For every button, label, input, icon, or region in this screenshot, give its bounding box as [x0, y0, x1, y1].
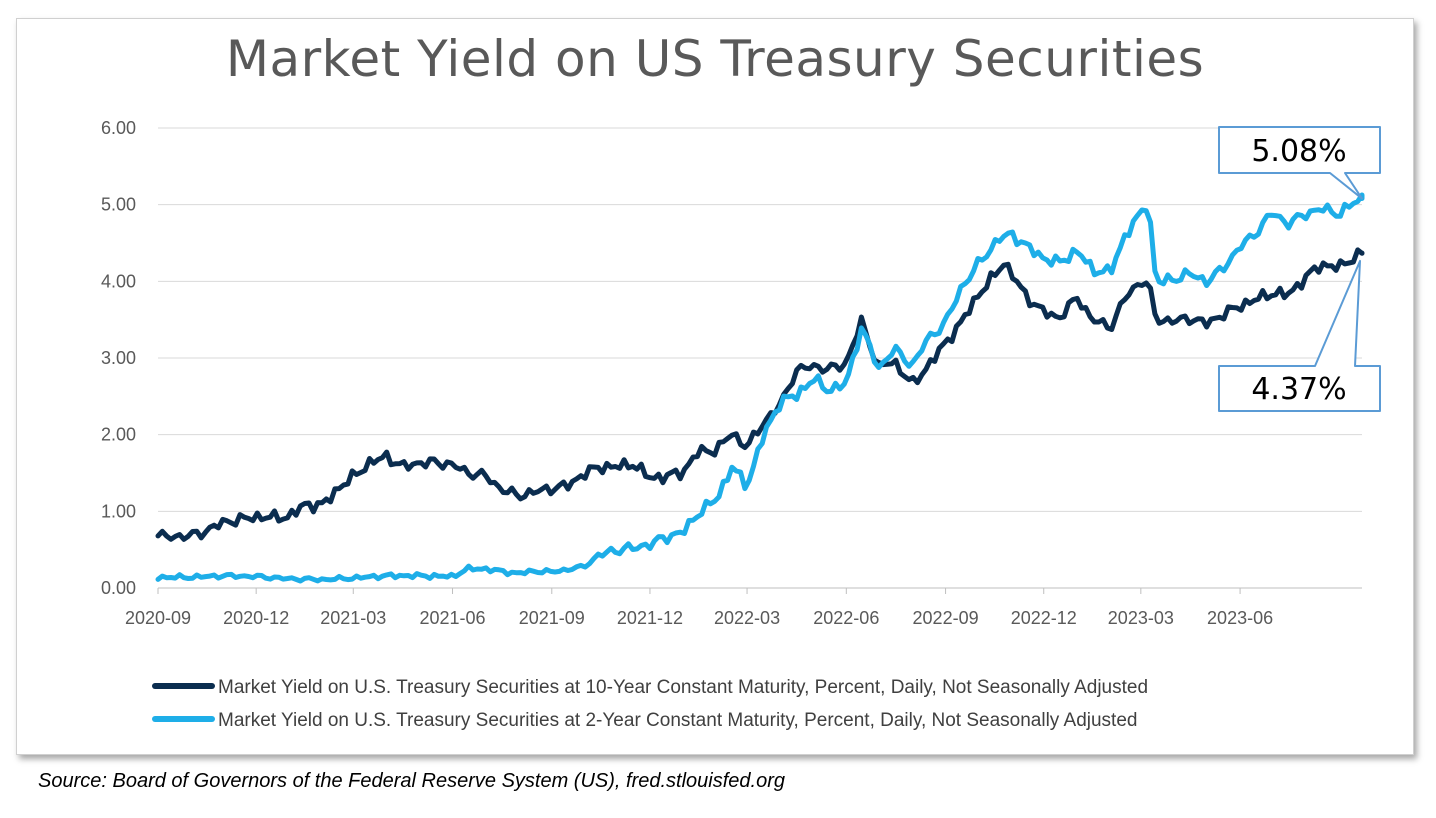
legend-label: Market Yield on U.S. Treasury Securities… — [218, 710, 1137, 731]
callout-box-10-year — [1218, 259, 1381, 412]
x-tick-label: 2021-09 — [519, 608, 585, 628]
x-tick-label: 2023-06 — [1207, 608, 1273, 628]
x-tick-label: 2022-12 — [1011, 608, 1077, 628]
callout-label-10-year: 4.37% — [1251, 372, 1346, 407]
y-tick-label: 3.00 — [101, 348, 136, 368]
y-tick-label: 6.00 — [101, 118, 136, 138]
x-axis-ticks: 2020-09 2020-12 2021-03 2021-06 2021-09 2021-… — [125, 588, 1273, 628]
callouts: 5.08% 4.37% — [1218, 126, 1381, 412]
y-tick-label: 5.00 — [101, 195, 136, 215]
legend: Market Yield on U.S. Treasury Securities… — [152, 677, 1148, 731]
series-line-10-year — [155, 247, 1365, 542]
series-line-2-year — [155, 192, 1365, 584]
x-tick-label: 2020-12 — [223, 608, 289, 628]
x-tick-label: 2022-03 — [714, 608, 780, 628]
y-tick-label: 1.00 — [101, 501, 136, 521]
callout-box-2-year — [1218, 126, 1381, 200]
source-note: Source: Board of Governors of the Federa… — [38, 770, 785, 792]
x-tick-label: 2021-03 — [320, 608, 386, 628]
callout-label-2-year: 5.08% — [1251, 134, 1346, 169]
x-tick-label: 2020-09 — [125, 608, 191, 628]
x-tick-label: 2021-12 — [617, 608, 683, 628]
chart-card — [16, 18, 1414, 755]
x-tick-label: 2021-06 — [419, 608, 485, 628]
x-tick-label: 2022-06 — [813, 608, 879, 628]
x-tick-label: 2023-03 — [1108, 608, 1174, 628]
series-lines — [155, 192, 1365, 584]
y-tick-label: 4.00 — [101, 271, 136, 291]
chart-title: Market Yield on US Treasury Securities — [225, 30, 1205, 88]
x-tick-label: 2022-09 — [913, 608, 979, 628]
grid-lines — [158, 127, 1362, 589]
y-axis-ticks: 0.00 1.00 2.00 3.00 4.00 5.00 6.00 — [101, 118, 136, 598]
y-tick-label: 0.00 — [101, 578, 136, 598]
y-tick-label: 2.00 — [101, 425, 136, 445]
legend-label: Market Yield on U.S. Treasury Securities… — [218, 677, 1148, 698]
